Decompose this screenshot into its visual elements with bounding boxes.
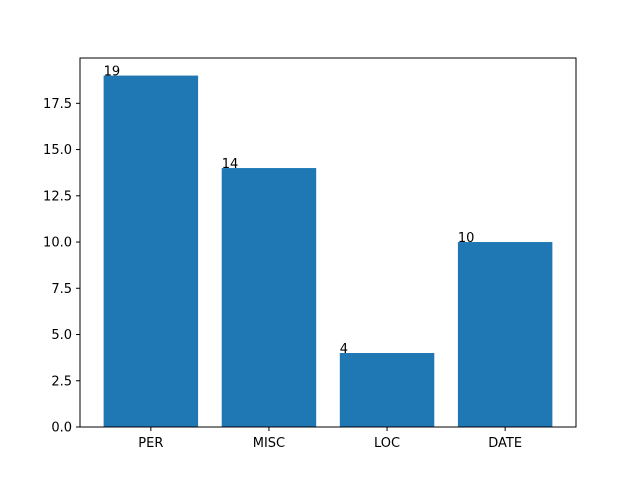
data-label-misc: 14 xyxy=(222,157,239,172)
y-tick-label-6: 15.0 xyxy=(43,143,72,158)
x-tick-label-per: PER xyxy=(138,436,163,451)
data-label-date: 10 xyxy=(458,231,475,246)
data-label-loc: 4 xyxy=(340,342,348,357)
x-tick-label-loc: LOC xyxy=(374,436,400,451)
y-tick-label-1: 2.5 xyxy=(51,374,72,389)
bar-loc xyxy=(339,353,435,427)
y-axis: 0.0 2.5 5.0 7.5 10.0 12.5 15.0 17.5 xyxy=(43,97,80,436)
data-label-per: 19 xyxy=(104,65,121,80)
y-tick-label-5: 12.5 xyxy=(43,189,72,204)
x-axis: PER MISC LOC DATE xyxy=(138,427,522,451)
y-tick-label-2: 5.0 xyxy=(51,328,72,343)
bar-misc xyxy=(221,168,317,428)
bars-group xyxy=(103,75,553,428)
y-tick-label-7: 17.5 xyxy=(43,97,72,112)
x-tick-label-misc: MISC xyxy=(253,436,285,451)
y-tick-label-0: 0.0 xyxy=(51,421,72,436)
bar-date xyxy=(457,242,553,427)
y-tick-label-3: 7.5 xyxy=(51,282,72,297)
x-tick-label-date: DATE xyxy=(488,436,522,451)
y-tick-label-4: 10.0 xyxy=(43,236,72,251)
bar-per xyxy=(103,75,199,428)
data-labels-group: 19 14 4 10 xyxy=(104,65,475,357)
